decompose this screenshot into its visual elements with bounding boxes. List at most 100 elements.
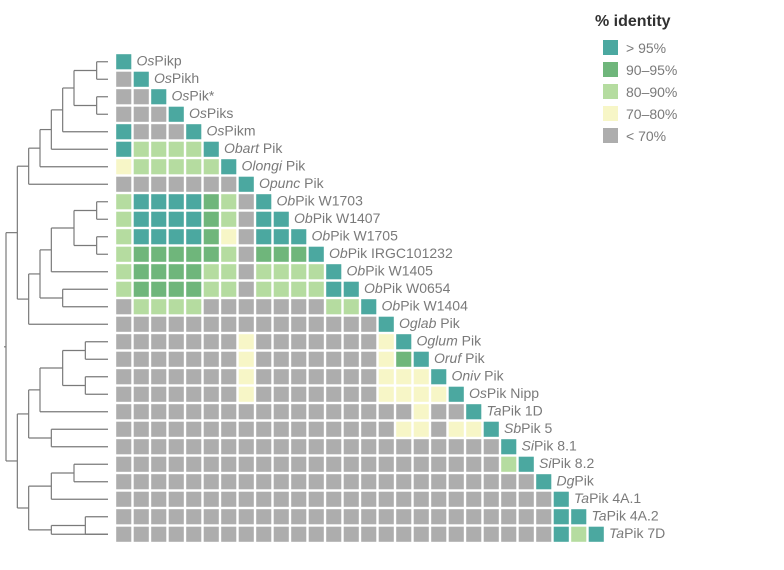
row-label: TaPik 4A.2	[592, 508, 659, 524]
heatmap-cell	[186, 457, 201, 472]
row-label: OsPik*	[172, 88, 215, 104]
heatmap-cell	[326, 264, 341, 279]
heatmap-cell	[221, 264, 236, 279]
heatmap-cell	[116, 387, 131, 402]
heatmap-cell	[274, 527, 289, 542]
heatmap-cell	[344, 352, 359, 367]
heatmap-cell	[326, 422, 341, 437]
heatmap-cell	[379, 492, 394, 507]
heatmap-cell	[169, 159, 184, 174]
heatmap-cell	[116, 369, 131, 384]
heatmap-cell	[186, 124, 201, 139]
heatmap-cell	[239, 247, 254, 262]
heatmap-cell	[309, 352, 324, 367]
row-label: ObPik W1705	[312, 228, 399, 244]
heatmap-cell	[361, 404, 376, 419]
heatmap-cell	[396, 334, 411, 349]
heatmap-cell	[414, 369, 429, 384]
heatmap-cell	[151, 299, 166, 314]
heatmap-cell	[309, 509, 324, 524]
legend-label: < 70%	[626, 128, 666, 144]
heatmap-cell	[554, 509, 569, 524]
heatmap-cell	[221, 317, 236, 332]
heatmap-cell	[239, 352, 254, 367]
heatmap-cell	[256, 492, 271, 507]
row-label: OsPikh	[154, 70, 199, 86]
heatmap-cell	[396, 387, 411, 402]
identity-heatmap-figure: OsPikpOsPikhOsPik*OsPiksOsPikmObart PikO…	[0, 0, 784, 570]
heatmap-cell	[431, 457, 446, 472]
heatmap-cell	[256, 387, 271, 402]
row-label: Oruf Pik	[434, 350, 486, 366]
legend: % identity> 95%90–95%80–90%70–80%< 70%	[595, 13, 677, 144]
heatmap-cell	[169, 527, 184, 542]
heatmap-cell	[344, 422, 359, 437]
heatmap-cell	[344, 509, 359, 524]
heatmap-cell	[309, 299, 324, 314]
heatmap-cell	[151, 142, 166, 157]
heatmap-cell	[204, 509, 219, 524]
heatmap-cell	[344, 439, 359, 454]
heatmap-cell	[449, 474, 464, 489]
heatmap-cell	[134, 457, 149, 472]
heatmap-cell	[256, 229, 271, 244]
heatmap-cell	[204, 369, 219, 384]
heatmap-cell	[414, 509, 429, 524]
heatmap-cell	[134, 404, 149, 419]
heatmap-cell	[221, 457, 236, 472]
heatmap-cell	[256, 212, 271, 227]
heatmap-cell	[431, 369, 446, 384]
heatmap-cell	[134, 492, 149, 507]
heatmap-cell	[361, 352, 376, 367]
row-label: ObPik W1405	[347, 263, 434, 279]
heatmap-cell	[221, 352, 236, 367]
heatmap-cell	[414, 404, 429, 419]
heatmap-cell	[134, 247, 149, 262]
heatmap-cell	[186, 334, 201, 349]
row-label: Oglab Pik	[399, 315, 461, 331]
heatmap-cell	[116, 229, 131, 244]
heatmap-cell	[431, 527, 446, 542]
heatmap-cell	[414, 474, 429, 489]
heatmap-cell	[274, 299, 289, 314]
heatmap-cell	[221, 404, 236, 419]
heatmap-cell	[326, 527, 341, 542]
heatmap-cell	[151, 352, 166, 367]
heatmap-cell	[186, 282, 201, 297]
heatmap-cell	[379, 334, 394, 349]
heatmap-cell	[449, 492, 464, 507]
row-label: ObPik IRGC101232	[329, 245, 453, 261]
heatmap-cell	[501, 457, 516, 472]
heatmap-cell	[116, 404, 131, 419]
heatmap-cell	[221, 229, 236, 244]
heatmap-cell	[186, 317, 201, 332]
heatmap-cell	[326, 509, 341, 524]
row-label: Olongi Pik	[242, 158, 307, 174]
heatmap-cell	[169, 439, 184, 454]
heatmap-cell	[151, 369, 166, 384]
heatmap-cell	[274, 282, 289, 297]
heatmap-cell	[221, 527, 236, 542]
heatmap-cell	[361, 439, 376, 454]
heatmap-cell	[169, 299, 184, 314]
heatmap-cell	[291, 299, 306, 314]
heatmap-cell	[309, 422, 324, 437]
heatmap-cell	[431, 509, 446, 524]
heatmap-cell	[309, 474, 324, 489]
heatmap-cell	[186, 142, 201, 157]
heatmap-cell	[484, 509, 499, 524]
row-label: SiPik 8.1	[522, 438, 577, 454]
heatmap-cell	[151, 317, 166, 332]
heatmap-cell	[274, 334, 289, 349]
heatmap-cell	[309, 334, 324, 349]
heatmap-cell	[379, 457, 394, 472]
heatmap-cell	[239, 457, 254, 472]
heatmap-cell	[169, 229, 184, 244]
heatmap-cell	[239, 439, 254, 454]
heatmap-cell	[186, 229, 201, 244]
heatmap-cell	[134, 229, 149, 244]
heatmap-cell	[274, 439, 289, 454]
heatmap-cell	[186, 422, 201, 437]
heatmap-cell	[169, 404, 184, 419]
heatmap-cell	[186, 439, 201, 454]
